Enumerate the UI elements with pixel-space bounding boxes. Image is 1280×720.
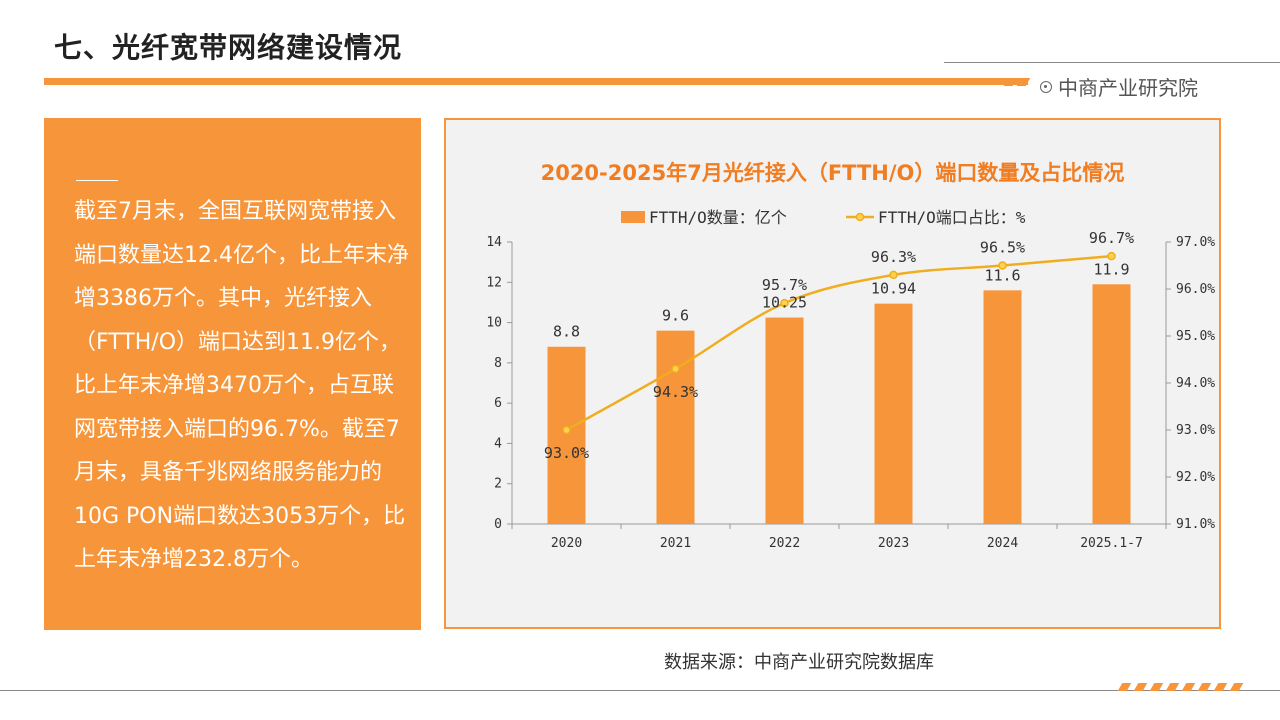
header-divider-line xyxy=(944,62,1280,63)
title-underline-bar xyxy=(44,78,1028,85)
chart-container xyxy=(444,118,1221,629)
summary-rule xyxy=(76,180,118,181)
data-source-note: 数据来源：中商产业研究院数据库 xyxy=(664,652,934,673)
brand-name: 中商产业研究院 xyxy=(1058,76,1198,100)
brand-logo: 中商产业研究院 xyxy=(1040,72,1198,101)
summary-text: 截至7月末，全国互联网宽带接入端口数量达12.4亿个，比上年末净增3386万个。… xyxy=(74,199,409,572)
summary-panel xyxy=(44,118,421,630)
chart-title: 2020-2025年7月光纤接入（FTTH/O）端口数量及占比情况 xyxy=(540,161,1125,185)
footer-divider-line xyxy=(0,690,1280,691)
target-icon xyxy=(1040,80,1052,93)
page-title: 七、光纤宽带网络建设情况 xyxy=(54,31,403,64)
